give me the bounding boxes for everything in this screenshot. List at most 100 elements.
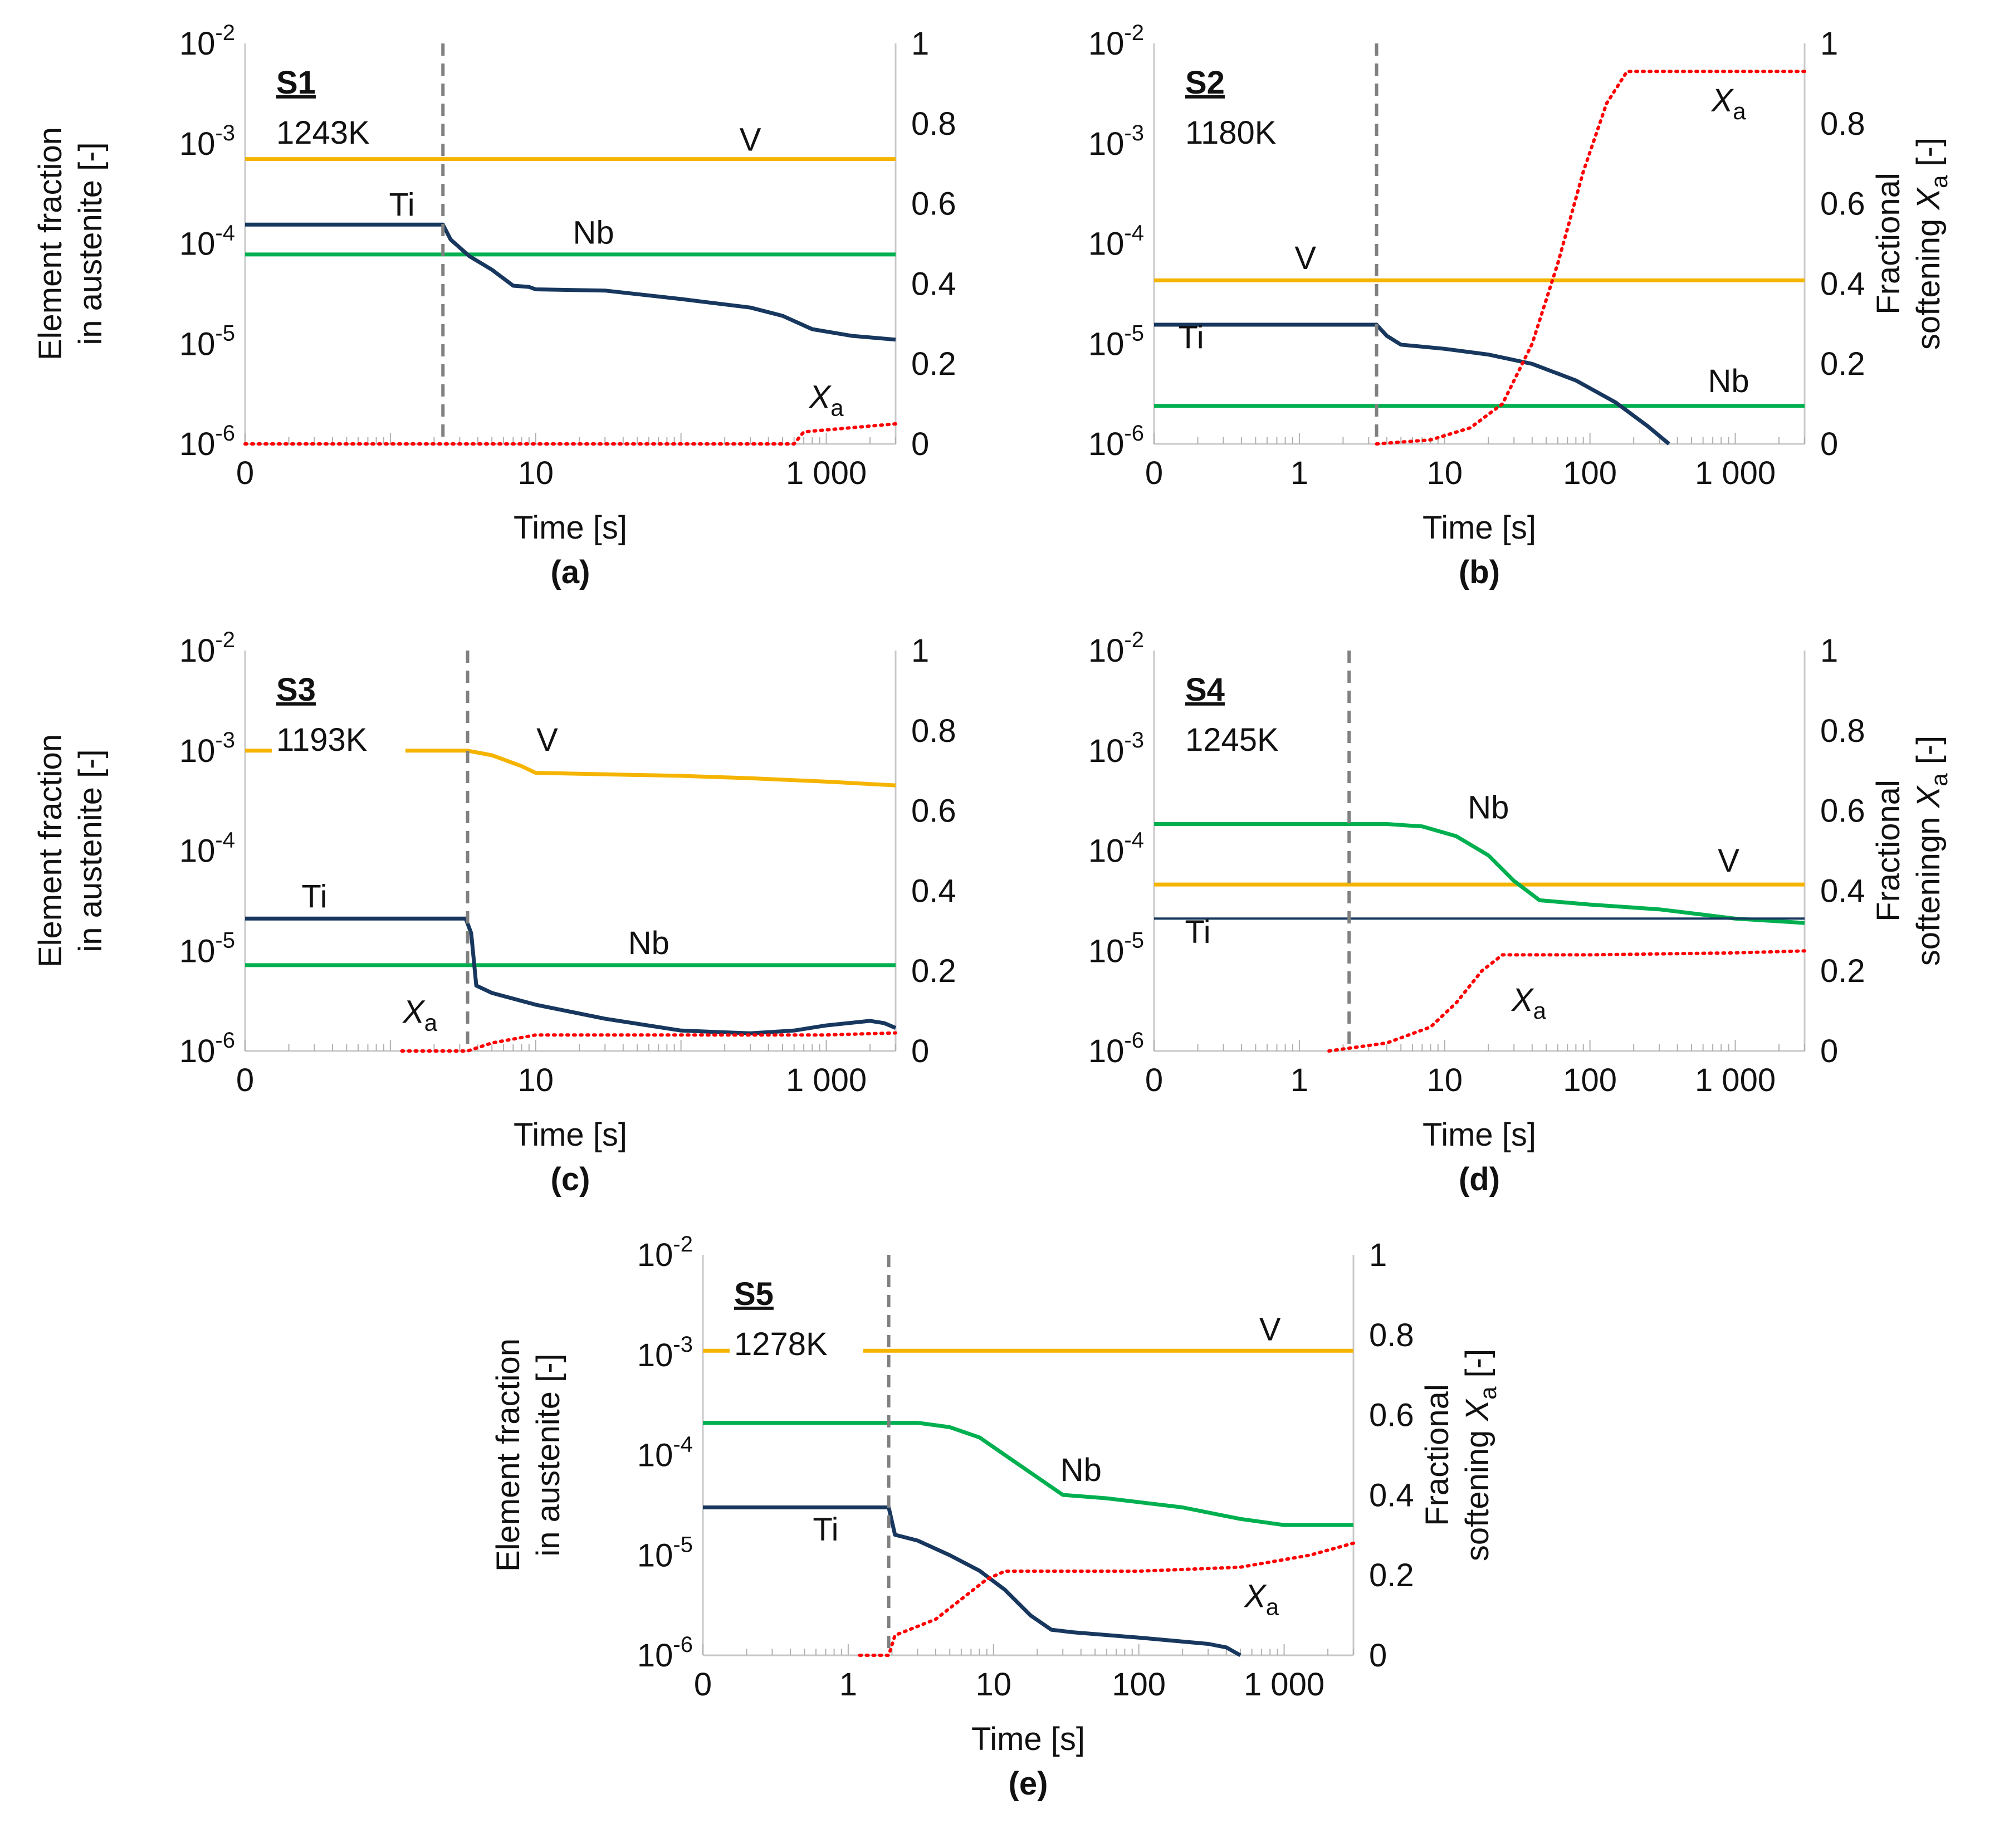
tick-base: 10: [1088, 733, 1125, 769]
y-left-tick-label: 10-2: [179, 21, 235, 62]
temperature-label: 1243K: [276, 115, 370, 151]
temperature-backdrop: [272, 717, 405, 760]
y-right-axis-title: Fractional softeningn Xa [-]: [1870, 736, 1952, 966]
y-left-tick-label: 10-6: [637, 1632, 693, 1674]
y-right-title-text: softening: [1910, 210, 1947, 350]
y-right-tick-label: 0.2: [1820, 346, 1865, 382]
y-right-tick-label: 0.4: [911, 873, 956, 909]
x-tick-label: 1: [1291, 455, 1308, 491]
panel-label: (d): [1459, 1161, 1500, 1197]
tick-base: 10: [637, 1438, 673, 1474]
y-left-tick-label: 10-2: [179, 628, 235, 669]
series-label-v: V: [1259, 1311, 1281, 1347]
y-right-tick-label: 1: [1820, 26, 1838, 62]
tick-exponent: -6: [673, 1632, 693, 1657]
y-left-tick-label: 10-4: [179, 828, 235, 869]
tick-exponent: -4: [1124, 828, 1144, 853]
y-right-title-subscript: a: [1926, 175, 1952, 188]
y-left-tick-label: 10-3: [637, 1332, 693, 1373]
y-right-title-line: Fractional: [1870, 173, 1907, 315]
y-right-tick-label: 0: [911, 1033, 929, 1069]
x-axis-title: Time [s]: [514, 1117, 627, 1153]
tick-base: 10: [179, 633, 216, 669]
tick-exponent: -3: [673, 1332, 693, 1357]
series-label-v: V: [1718, 843, 1739, 879]
y-right-title-unit: [-]: [1910, 736, 1947, 774]
series-line-xa: [400, 1031, 897, 1053]
series-line-nb: [1154, 822, 1805, 925]
y-right-tick-label: 1: [1820, 633, 1838, 669]
y-left-tick-label: 10-6: [179, 421, 235, 462]
series-line-ti: [245, 222, 896, 342]
x-tick-label: 0: [1145, 1062, 1163, 1098]
tick-base: 10: [637, 1637, 673, 1674]
series-label-v: V: [740, 121, 761, 158]
tick-exponent: -5: [1124, 321, 1144, 345]
series-label-symbol: X: [1243, 1578, 1267, 1615]
y-right-axis-title: Fractional softening Xa [-]: [1870, 138, 1952, 350]
y-right-title-symbol: X: [1910, 785, 1947, 809]
y-left-title-line: in austenite [-]: [72, 749, 109, 952]
y-right-tick-label: 0.6: [1820, 793, 1865, 829]
y-left-tick-label: 10-3: [1088, 121, 1144, 162]
x-tick-label: 10: [1427, 1062, 1463, 1098]
y-right-tick-label: 0.4: [1820, 873, 1865, 909]
tick-exponent: -5: [215, 321, 235, 345]
tick-exponent: -2: [215, 21, 235, 45]
tick-exponent: -5: [673, 1532, 693, 1557]
y-right-tick-label: 0.8: [1820, 106, 1865, 142]
series-label-ti: Ti: [301, 879, 327, 915]
y-left-title-line: Element fraction: [490, 1338, 526, 1572]
tick-base: 10: [179, 1033, 216, 1069]
x-tick-label: 1 000: [786, 1062, 867, 1098]
tick-exponent: -4: [1124, 221, 1144, 246]
y-left-tick-label: 10-3: [179, 728, 235, 769]
y-right-tick-label: 0.2: [1820, 953, 1865, 989]
y-left-tick-label: 10-5: [179, 928, 235, 969]
y-right-title-line: Fractional: [1870, 780, 1907, 922]
y-left-tick-label: 10-6: [1088, 421, 1144, 462]
x-tick-label: 1 000: [786, 455, 867, 491]
series-label-xa: Xa: [1511, 982, 1547, 1024]
tick-exponent: -3: [215, 121, 235, 145]
x-tick-label: 10: [518, 1062, 554, 1098]
y-right-title-line: softening Xa [-]: [1459, 1349, 1501, 1561]
y-left-title-line: in austenite [-]: [72, 142, 109, 345]
tick-base: 10: [637, 1237, 673, 1273]
y-right-tick-label: 0.6: [911, 186, 956, 222]
panel-label: (b): [1459, 554, 1500, 590]
series-label-nb: Nb: [1708, 363, 1749, 399]
temperature-label: 1180K: [1185, 115, 1277, 151]
series-label-subscript: a: [1733, 98, 1746, 124]
y-right-title-text: softeningn: [1910, 808, 1947, 966]
y-right-title-line: softening Xa [-]: [1910, 138, 1952, 350]
series-label-ti: Ti: [389, 187, 414, 223]
y-left-tick-label: 10-2: [637, 1232, 693, 1273]
tick-exponent: -2: [1124, 21, 1144, 45]
sample-id: S4: [1185, 672, 1225, 708]
tick-exponent: -4: [673, 1433, 693, 1457]
chart-panel-s5: 0 1 10 100 1 00010-610-510-410-310-200.20.40…: [490, 1232, 1501, 1802]
y-right-tick-label: 1: [1369, 1237, 1387, 1273]
sample-id: S3: [276, 672, 316, 708]
tick-exponent: -2: [1124, 628, 1144, 652]
panel-label: (a): [551, 554, 590, 590]
tick-exponent: -3: [215, 728, 235, 752]
tick-base: 10: [637, 1337, 673, 1373]
x-tick-label: 1 000: [1695, 1062, 1776, 1098]
y-right-title-symbol: X: [1910, 187, 1947, 211]
y-right-title-line: softeningn Xa [-]: [1910, 736, 1952, 966]
tick-base: 10: [1088, 126, 1125, 162]
y-left-tick-label: 10-5: [637, 1532, 693, 1573]
tick-base: 10: [179, 833, 216, 869]
series-line-xa: [1327, 949, 1806, 1053]
y-right-tick-label: 0.6: [911, 793, 956, 829]
y-left-title-line: Element fraction: [32, 734, 69, 967]
temperature-backdrop: [1181, 717, 1314, 760]
panel-label: (e): [1009, 1766, 1048, 1802]
series-label-xa: Xa: [402, 994, 438, 1036]
tick-base: 10: [179, 733, 216, 769]
x-axis-title: Time [s]: [1423, 1117, 1536, 1153]
y-right-tick-label: 0.4: [1369, 1477, 1414, 1513]
